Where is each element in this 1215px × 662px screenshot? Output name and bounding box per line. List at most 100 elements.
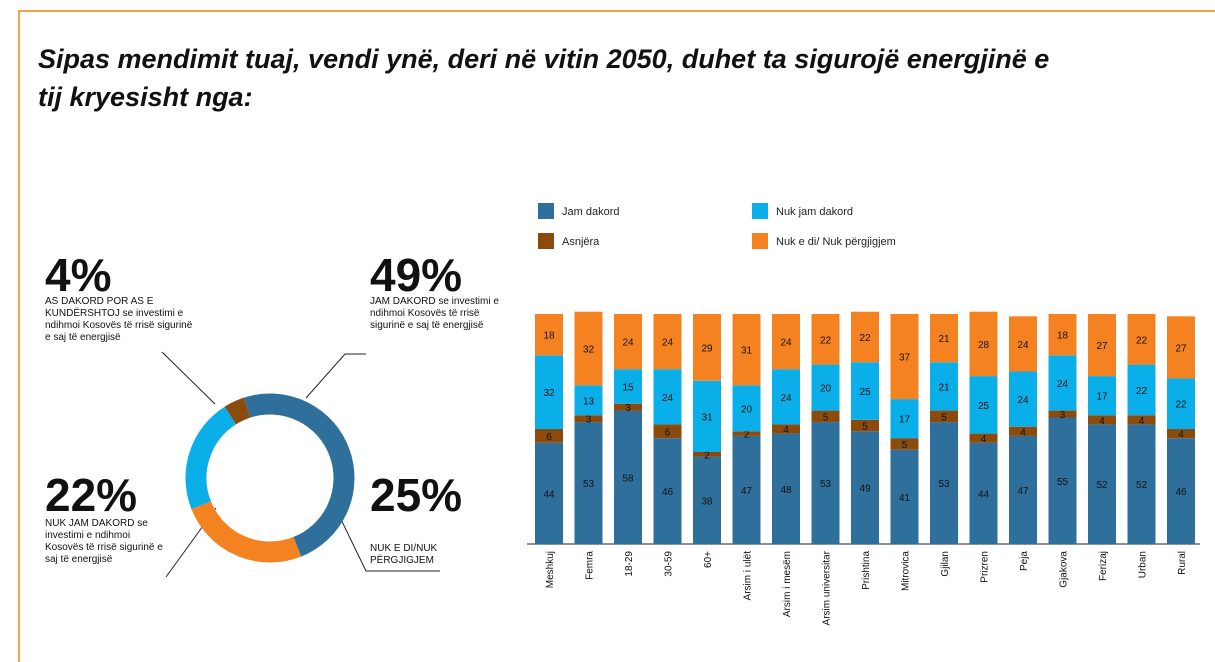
bar-segment	[693, 314, 721, 381]
donut-slice	[224, 397, 251, 425]
bar-segment	[535, 314, 563, 356]
bar-segment	[574, 415, 603, 423]
data-label: 55	[1057, 477, 1069, 488]
data-label: 6	[665, 427, 671, 438]
x-tick-label: Gjakova	[1059, 551, 1070, 588]
data-label: 24	[662, 338, 674, 349]
x-tick-label: Meshkuj	[545, 551, 556, 588]
title: Sipas mendimit tuaj, vendi ynë, deri në …	[38, 44, 1050, 112]
data-label: 13	[583, 396, 595, 407]
data-label: 31	[741, 346, 753, 357]
data-label: 29	[701, 343, 713, 354]
data-label: 47	[1017, 486, 1029, 497]
data-label: 53	[938, 479, 950, 490]
x-tick-label: 60+	[703, 551, 714, 568]
bar-segment	[1167, 378, 1195, 429]
data-label: 41	[899, 493, 911, 504]
bar-segment	[772, 369, 800, 425]
data-label: 17	[1096, 392, 1108, 403]
bar-segment	[1048, 355, 1077, 411]
data-label: 22	[1136, 335, 1148, 346]
bar-segment	[930, 410, 958, 423]
bar-segment	[732, 314, 761, 386]
leader-line	[333, 504, 440, 572]
bar-segment	[1088, 314, 1116, 377]
leader-line	[161, 351, 216, 405]
data-label: 18	[543, 331, 555, 342]
bar-segment	[653, 438, 682, 544]
legend-label: Nuk jam dakord	[776, 206, 853, 218]
data-label: 32	[543, 388, 555, 399]
x-tick-label: Arsim universitar	[822, 550, 833, 625]
x-tick-label: 30-59	[664, 551, 675, 577]
value-label: 25%	[370, 469, 463, 521]
data-label: 18	[1057, 331, 1069, 342]
bar-segment	[1127, 364, 1156, 416]
bar-segment	[653, 424, 682, 439]
bar-segment	[614, 410, 642, 544]
bar-segment	[693, 456, 721, 544]
category-label: NUK JAM DAKORD se investimi e ndihmoi Ko…	[45, 518, 163, 565]
data-label: 52	[1096, 480, 1108, 491]
bar-segment	[732, 431, 761, 436]
data-label: 3	[586, 415, 592, 426]
data-label: 3	[625, 403, 631, 414]
data-label: 4	[1099, 416, 1105, 427]
data-label: 24	[780, 338, 792, 349]
bar-segment	[535, 442, 563, 544]
leader-line	[305, 353, 366, 399]
category-label: JAM DAKORD se investimi e ndihmoi Kosovë…	[370, 296, 499, 331]
bar-segment	[1048, 417, 1077, 544]
bar-segment	[614, 403, 642, 411]
data-label: 4	[981, 434, 987, 445]
data-label: 32	[583, 345, 595, 356]
data-label: 24	[622, 338, 634, 349]
x-tick-label: Arsim i mesëm	[782, 551, 793, 617]
data-label: 25	[859, 387, 871, 398]
data-label: 6	[546, 432, 552, 443]
data-label: 46	[1175, 487, 1187, 498]
data-label: 22	[859, 333, 871, 344]
data-label: 17	[899, 415, 911, 426]
legend-swatch	[752, 233, 768, 249]
bar-segment	[1088, 415, 1116, 425]
bar-segment	[969, 433, 998, 443]
data-label: 47	[741, 486, 753, 497]
bar-segment	[535, 355, 563, 429]
legend-swatch	[538, 203, 554, 219]
x-tick-label: Rural	[1177, 551, 1188, 575]
bar-segment	[969, 442, 998, 544]
donut-slice	[191, 501, 302, 563]
data-label: 27	[1096, 341, 1108, 352]
x-tick-label: Arsim i ulët	[743, 551, 754, 601]
bar-segment	[851, 362, 879, 420]
data-label: 52	[1136, 480, 1148, 491]
bar-segment	[1009, 435, 1037, 544]
data-label: 25	[978, 401, 990, 412]
category-label: AS DAKORD POR AS E KUNDËRSHTOJ se invest…	[45, 296, 193, 343]
bar-segment	[574, 385, 603, 416]
data-label: 37	[899, 353, 911, 364]
bar-segment	[1088, 376, 1116, 416]
data-label: 20	[820, 384, 832, 395]
bar-segment	[693, 380, 721, 452]
data-label: 24	[1057, 379, 1069, 390]
bar-segment	[653, 369, 682, 425]
bar-segment	[772, 433, 800, 544]
data-label: 24	[780, 393, 792, 404]
bar-segment	[890, 399, 919, 439]
bar-segment	[732, 435, 761, 544]
data-label: 24	[1017, 395, 1029, 406]
x-tick-label: Gjilan	[940, 551, 951, 577]
data-label: 15	[622, 382, 634, 393]
bar-segment	[1167, 316, 1195, 379]
data-label: 2	[704, 450, 710, 461]
data-label: 27	[1175, 343, 1187, 354]
bar-segment	[930, 422, 958, 544]
data-label: 4	[1178, 430, 1184, 441]
data-label: 21	[938, 334, 950, 345]
legend-swatch	[752, 203, 768, 219]
bar-segment	[574, 311, 603, 386]
bar-segment	[851, 431, 879, 544]
